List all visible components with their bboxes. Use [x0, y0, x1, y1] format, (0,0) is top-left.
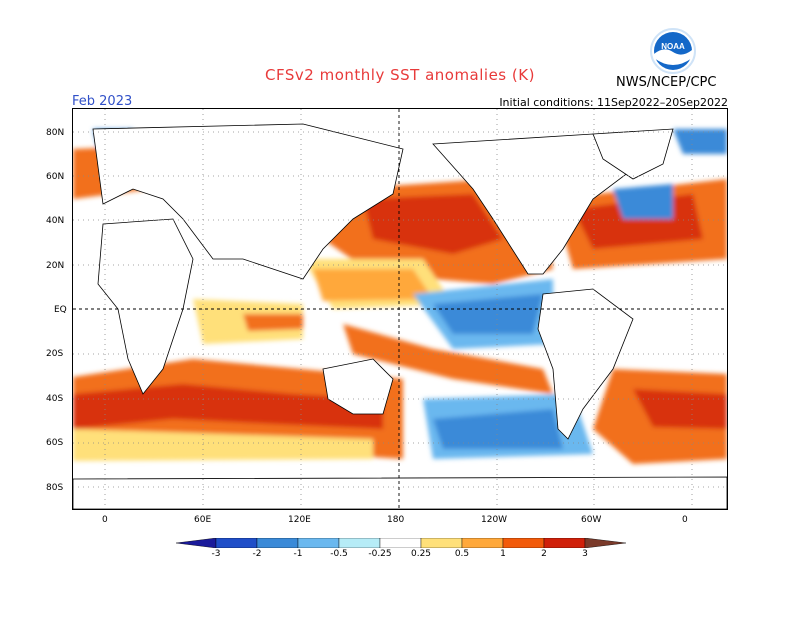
- lat-label: 20S: [46, 349, 64, 359]
- colorbar-swatch: [502, 538, 545, 548]
- lat-label: EQ: [54, 305, 67, 315]
- lat-label: 60S: [46, 438, 64, 448]
- lon-label: 0: [682, 515, 688, 525]
- colorbar-label: 2: [541, 549, 547, 559]
- lon-label: 60E: [194, 515, 212, 525]
- sst-anomaly-map: [72, 108, 728, 510]
- lat-label: 80N: [46, 128, 65, 138]
- colorbar-swatch: [215, 538, 258, 548]
- initial-conditions: Initial conditions: 11Sep2022–20Sep2022: [499, 96, 728, 109]
- noaa-logo-icon: NOAA: [650, 28, 696, 74]
- colorbar-label: 0.25: [410, 549, 432, 559]
- colorbar-label: -0.5: [330, 549, 348, 559]
- colorbar: [176, 538, 626, 548]
- agency-label: NWS/NCEP/CPC: [616, 75, 717, 90]
- greenland-outline: [592, 128, 674, 180]
- colorbar-swatch: [543, 538, 586, 548]
- forecast-month: Feb 2023: [72, 94, 133, 109]
- colorbar-label: -1: [293, 549, 303, 559]
- antarctica-outline: [73, 476, 727, 509]
- colorbar-swatch: [297, 538, 340, 548]
- colorbar-label: -2: [252, 549, 262, 559]
- colorbar-swatch: [338, 538, 381, 548]
- colorbar-label: -3: [211, 549, 221, 559]
- colorbar-swatch: [256, 538, 299, 548]
- chart-title: CFSv2 monthly SST anomalies (K): [265, 66, 535, 84]
- lon-label: 120E: [288, 515, 311, 525]
- colorbar-arrow-low: [176, 538, 217, 548]
- lat-label: 40N: [46, 216, 65, 226]
- colorbar-label: 0.5: [454, 549, 470, 559]
- lon-label: 120W: [481, 515, 508, 525]
- eurasia-outline: [92, 123, 404, 280]
- colorbar-label: 3: [582, 549, 588, 559]
- south-america-outline: [537, 288, 634, 440]
- colorbar-label: -0.25: [368, 549, 392, 559]
- lon-label: 60W: [581, 515, 602, 525]
- colorbar-arrow-high: [584, 538, 626, 548]
- logo-text: NOAA: [661, 42, 685, 51]
- lat-label: 40S: [46, 394, 64, 404]
- lat-label: 20N: [46, 261, 65, 271]
- colorbar-swatch: [420, 538, 463, 548]
- africa-outline: [97, 218, 194, 395]
- lon-label: 0: [102, 515, 108, 525]
- colorbar-swatch: [461, 538, 504, 548]
- colorbar-swatch: [379, 538, 422, 548]
- lat-label: 80S: [46, 483, 64, 493]
- lat-label: 60N: [46, 172, 65, 182]
- colorbar-label: 1: [500, 549, 506, 559]
- map-svg: [73, 109, 727, 509]
- lon-label: 180: [387, 515, 405, 525]
